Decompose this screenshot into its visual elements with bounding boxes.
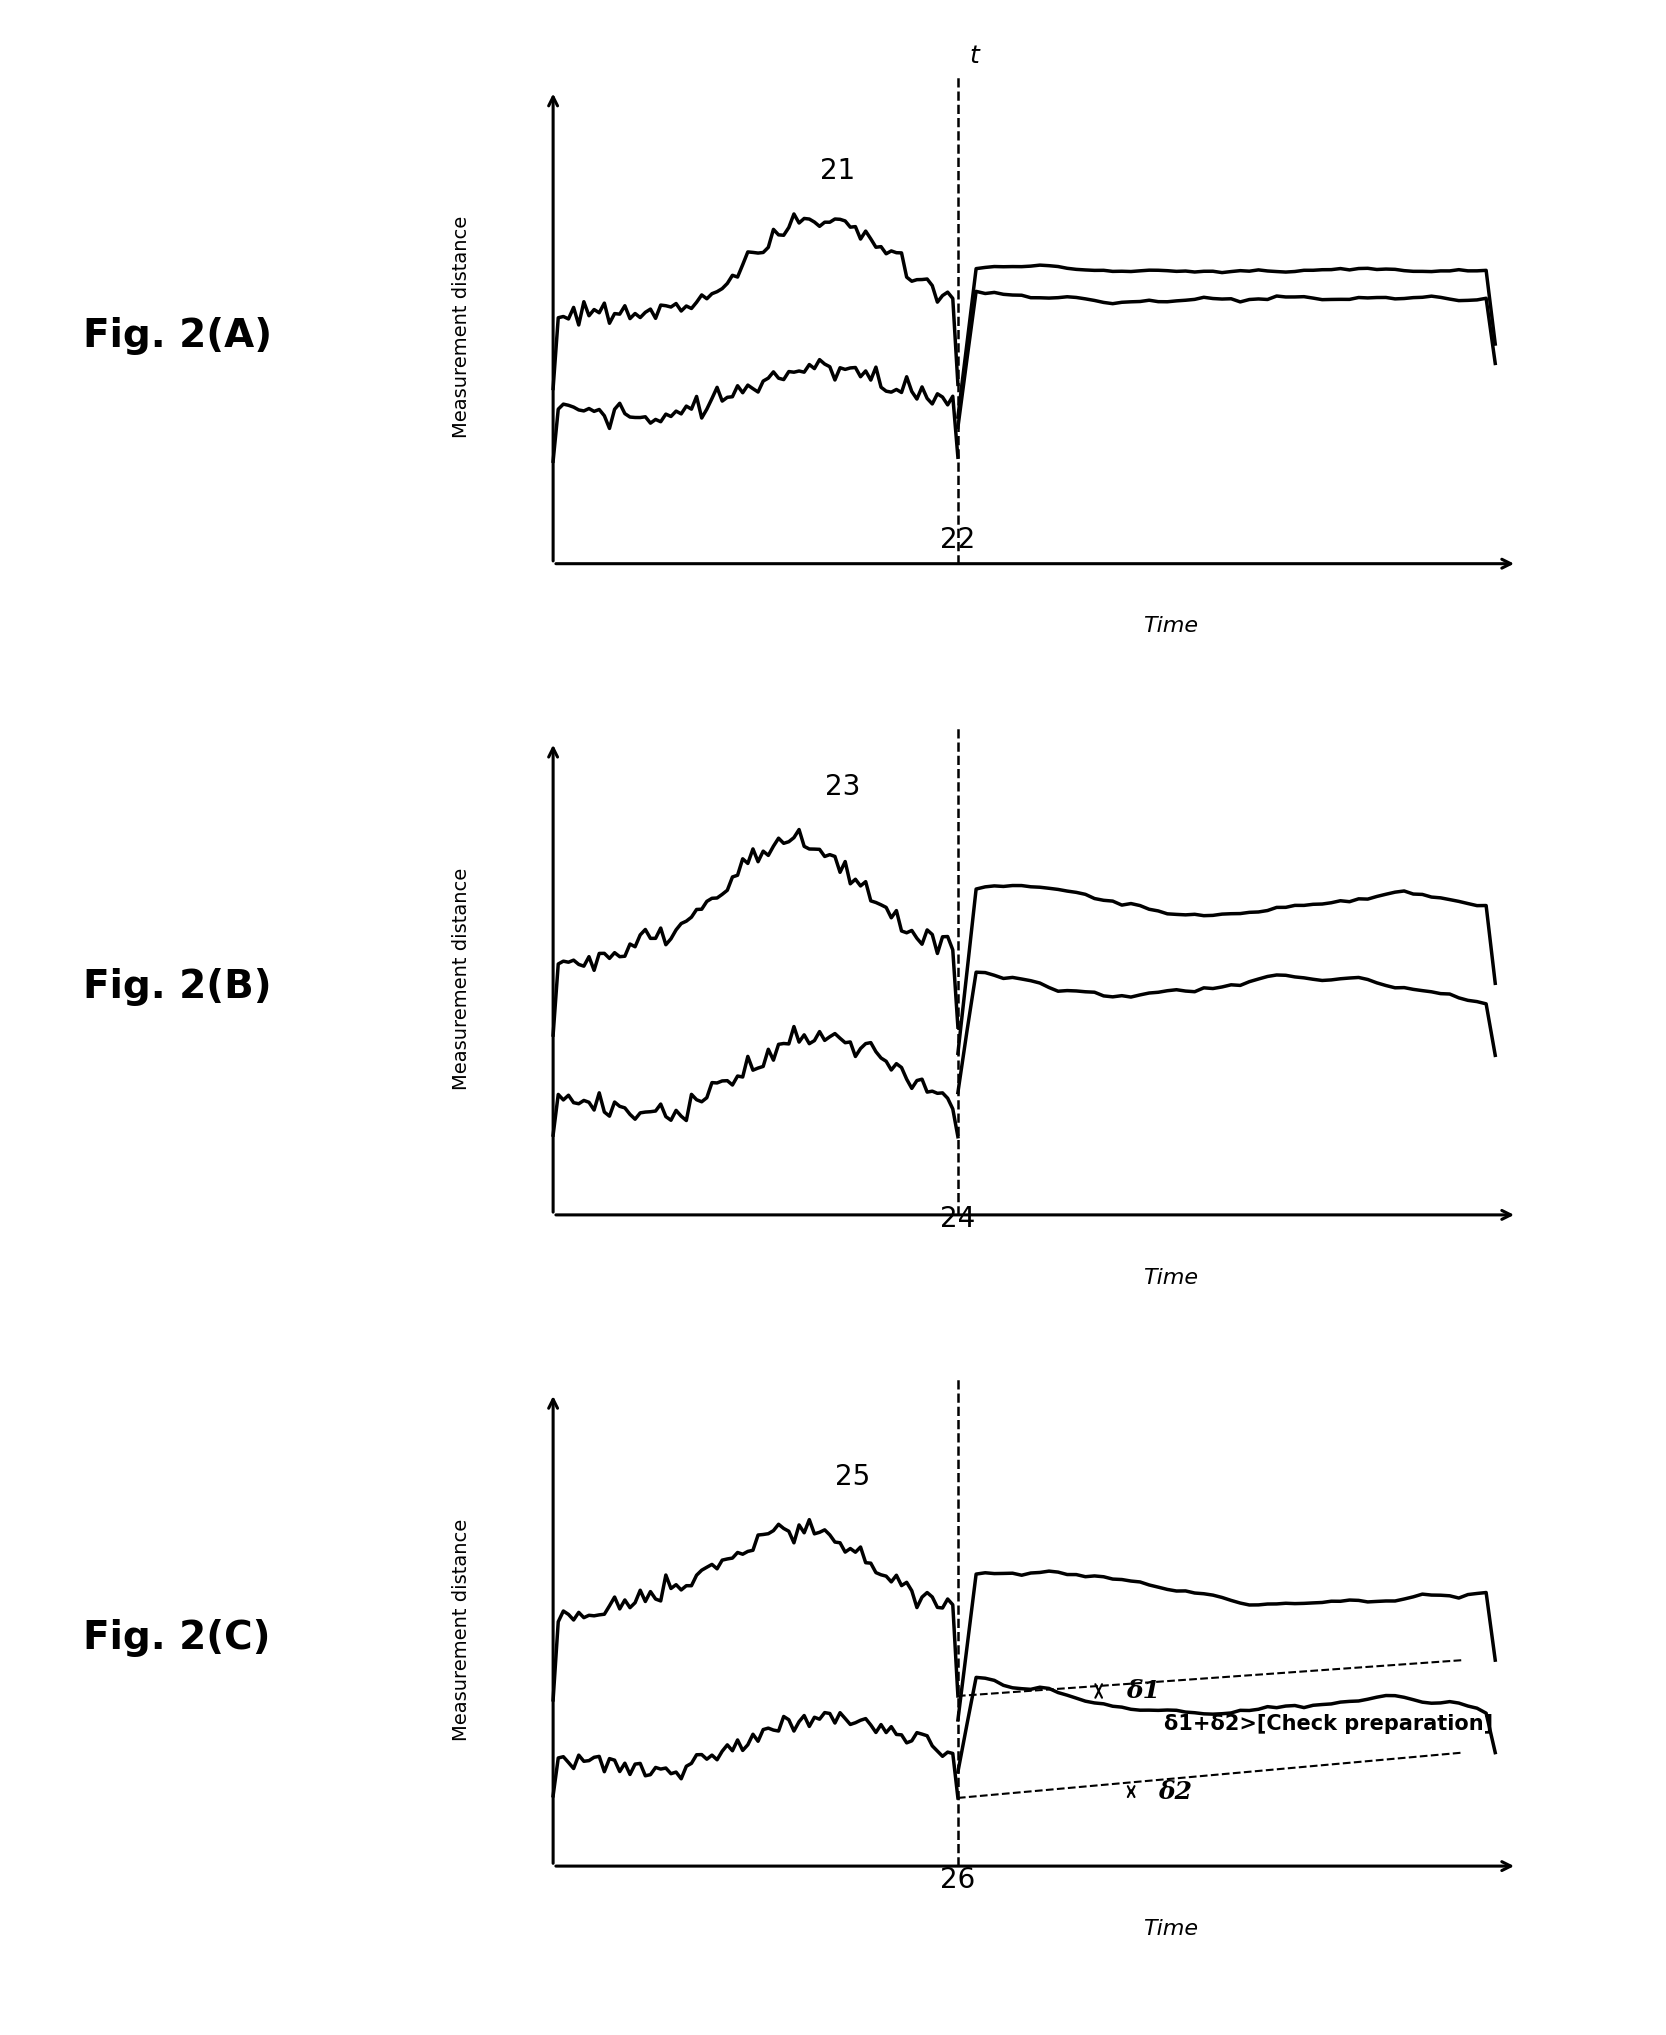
Text: Time: Time (1143, 1919, 1198, 1939)
Text: 24: 24 (940, 1205, 976, 1233)
Text: Time: Time (1143, 617, 1198, 637)
Text: 22: 22 (940, 525, 976, 554)
Text: 23: 23 (825, 773, 860, 802)
Text: Fig. 2(A): Fig. 2(A) (83, 317, 273, 354)
Text: 26: 26 (940, 1866, 976, 1895)
Text: δ1: δ1 (1126, 1679, 1160, 1703)
Text: δ1+δ2>[Check preparation]: δ1+δ2>[Check preparation] (1163, 1713, 1493, 1734)
Text: δ2: δ2 (1158, 1779, 1193, 1803)
Text: t: t (970, 45, 980, 67)
Text: Measurement distance: Measurement distance (451, 1518, 470, 1740)
Text: Measurement distance: Measurement distance (451, 867, 470, 1089)
Text: Fig. 2(C): Fig. 2(C) (83, 1620, 272, 1656)
Text: Time: Time (1143, 1268, 1198, 1288)
Text: 21: 21 (820, 157, 855, 185)
Text: Fig. 2(B): Fig. 2(B) (83, 969, 272, 1005)
Text: 25: 25 (835, 1463, 870, 1492)
Text: Measurement distance: Measurement distance (451, 216, 470, 438)
